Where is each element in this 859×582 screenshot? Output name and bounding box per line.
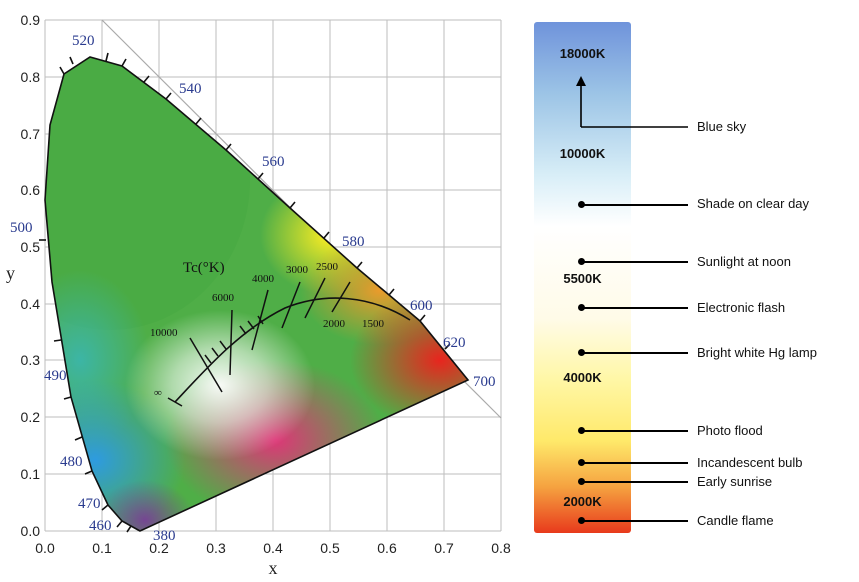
y-tick-label: 0.6: [21, 182, 41, 198]
wavelength-label: 540: [179, 81, 202, 97]
source-label-candle: Candle flame: [697, 513, 774, 528]
source-leader: [582, 481, 688, 483]
blue-sky-arrow: [576, 76, 688, 128]
source-leader: [582, 352, 688, 354]
tc-label: Tc(°K): [183, 260, 225, 276]
wavelength-label: 700: [473, 374, 496, 390]
cct-labels: 10000 6000 4000 3000 2500 2000 1500 ∞: [150, 261, 385, 399]
source-dot: [578, 349, 585, 356]
y-tick-labels: 0.0 0.1 0.2 0.3 0.4 0.5 0.6 0.7 0.8 0.9: [21, 12, 41, 539]
kelvin-label: 4000K: [563, 370, 602, 385]
source-dot: [578, 258, 585, 265]
source-label-blue-sky: Blue sky: [697, 119, 747, 134]
y-tick-label: 0.2: [21, 409, 41, 425]
cct-label: 6000: [212, 292, 235, 304]
x-tick-labels: 0.0 0.1 0.2 0.3 0.4 0.5 0.6 0.7 0.8: [35, 540, 511, 556]
source-dot: [578, 517, 585, 524]
source-dot: [578, 201, 585, 208]
source-dot: [578, 478, 585, 485]
y-tick-label: 0.9: [21, 12, 41, 28]
gamut-fill: [45, 57, 468, 531]
y-tick-label: 0.8: [21, 69, 41, 85]
wavelength-label: 490: [44, 368, 67, 384]
source-label-flash: Electronic flash: [697, 300, 786, 315]
source-dot: [578, 459, 585, 466]
wavelength-label: 380: [153, 528, 176, 544]
x-tick-label: 0.5: [320, 540, 340, 556]
kelvin-label: 18000K: [559, 46, 606, 61]
cie-chromaticity-diagram: 0.0 0.1 0.2 0.3 0.4 0.5 0.6 0.7 0.8 0.0 …: [6, 12, 511, 578]
cct-label: 2000: [323, 318, 346, 330]
source-leader: [582, 430, 688, 432]
source-label-sunrise: Early sunrise: [697, 474, 773, 489]
wavelength-label: 460: [89, 518, 112, 534]
cct-label: 3000: [286, 264, 309, 276]
source-label-incandescent: Incandescent bulb: [697, 455, 803, 470]
x-tick-label: 0.0: [35, 540, 55, 556]
isotherm-lines: [167, 277, 351, 407]
source-label-photo-flood: Photo flood: [697, 423, 763, 438]
wavelength-label: 560: [262, 154, 285, 170]
wavelength-label: 500: [10, 220, 33, 236]
source-dot: [578, 304, 585, 311]
source-label-hg-lamp: Bright white Hg lamp: [697, 345, 817, 360]
x-tick-label: 0.6: [377, 540, 397, 556]
color-temperature-scale: 18000K 10000K 5500K 4000K 2000K: [534, 22, 631, 533]
spectral-locus: [44, 56, 470, 532]
wavelength-label: 580: [342, 234, 365, 250]
x-tick-label: 0.4: [263, 540, 283, 556]
source-leader: [582, 261, 688, 263]
wavelength-label: 620: [443, 335, 466, 351]
source-dot: [578, 427, 585, 434]
wavelength-label: 520: [72, 33, 95, 49]
wavelength-label: 470: [78, 496, 101, 512]
y-tick-label: 0.4: [21, 296, 41, 312]
x-tick-label: 0.7: [434, 540, 454, 556]
source-label-sunlight: Sunlight at noon: [697, 254, 791, 269]
x-tick-label: 0.1: [92, 540, 112, 556]
x-tick-label: 0.3: [206, 540, 226, 556]
cct-label: 1500: [362, 318, 385, 330]
y-tick-label: 0.1: [21, 466, 41, 482]
y-tick-label: 0.3: [21, 352, 41, 368]
cct-label: 4000: [252, 273, 275, 285]
source-leader: [582, 520, 688, 522]
y-tick-label: 0.0: [21, 523, 41, 539]
cct-label: ∞: [154, 387, 162, 399]
planckian-locus: [174, 297, 411, 403]
x-axis-title: x: [269, 558, 278, 578]
y-axis-title: y: [6, 263, 15, 283]
cct-label: 10000: [150, 327, 178, 339]
kelvin-label: 10000K: [559, 146, 606, 161]
wavelength-label: 600: [410, 298, 433, 314]
wavelength-labels: 380 460 470 480 490 500 520 540 560 580 …: [10, 33, 496, 544]
kelvin-label: 5500K: [563, 271, 602, 286]
x-tick-label: 0.8: [491, 540, 511, 556]
cct-label: 2500: [316, 261, 339, 273]
y-tick-label: 0.5: [21, 239, 41, 255]
y-tick-label: 0.7: [21, 126, 41, 142]
source-leader: [582, 204, 688, 206]
source-leader: [582, 462, 688, 464]
x-tick-label: 0.2: [149, 540, 169, 556]
wavelength-label: 480: [60, 454, 83, 470]
source-leader: [582, 307, 688, 309]
source-label-shade: Shade on clear day: [697, 196, 810, 211]
kelvin-label: 2000K: [563, 494, 602, 509]
locus-ticks: [39, 52, 451, 533]
